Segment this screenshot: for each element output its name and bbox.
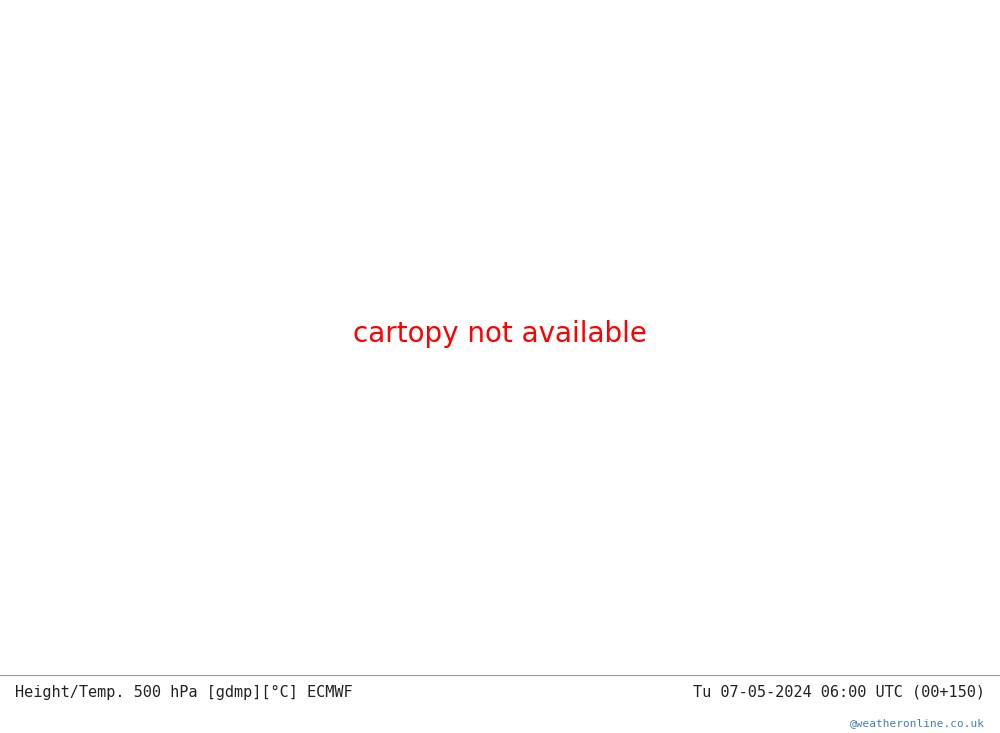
Text: cartopy not available: cartopy not available <box>353 320 647 347</box>
Text: Height/Temp. 500 hPa [gdmp][°C] ECMWF: Height/Temp. 500 hPa [gdmp][°C] ECMWF <box>15 685 353 699</box>
Text: @weatheronline.co.uk: @weatheronline.co.uk <box>850 718 985 728</box>
Text: Tu 07-05-2024 06:00 UTC (00+150): Tu 07-05-2024 06:00 UTC (00+150) <box>693 685 985 699</box>
